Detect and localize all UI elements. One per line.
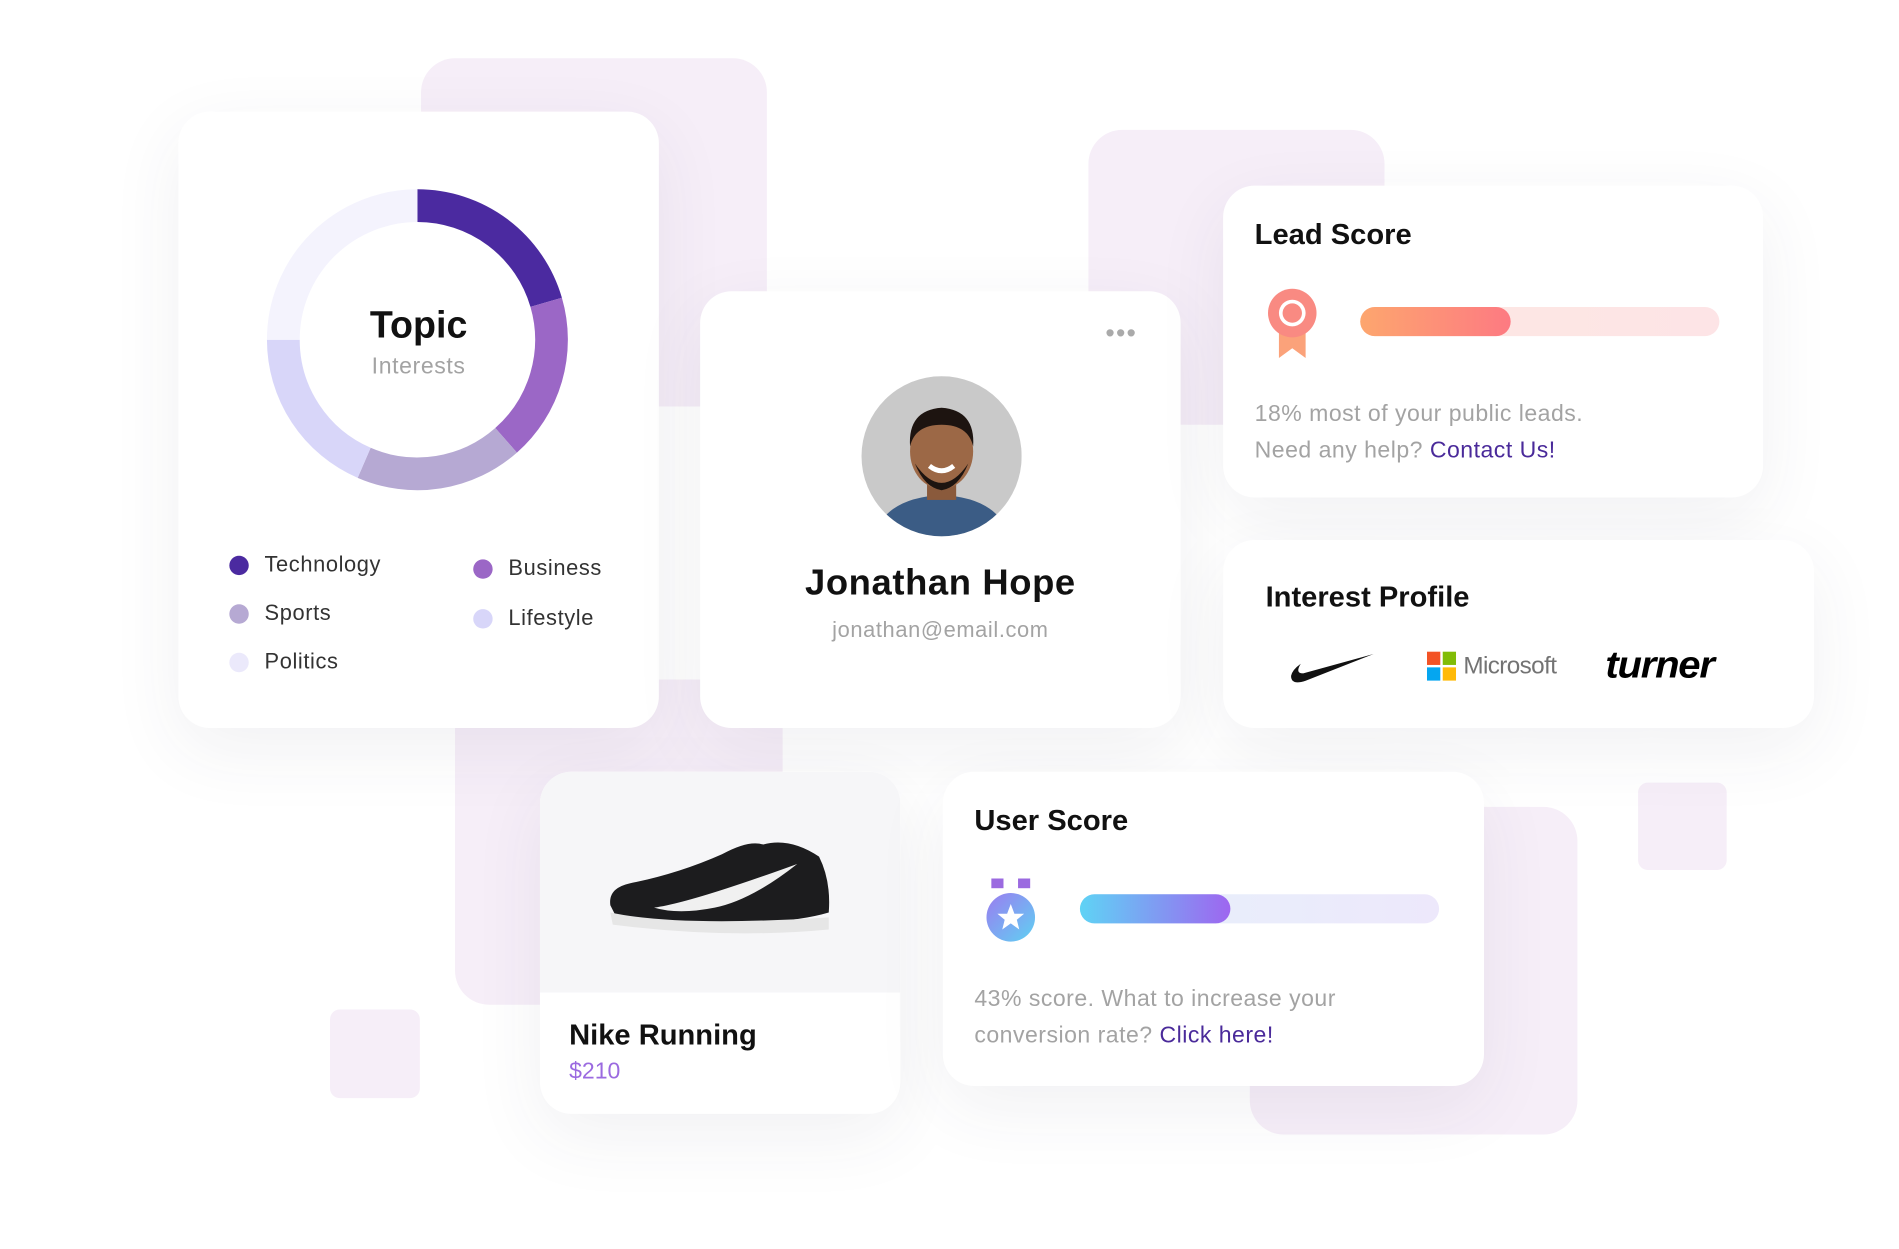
microsoft-windows-icon <box>1426 651 1457 681</box>
legend-label: Politics <box>264 649 339 674</box>
user-score-title: User Score <box>974 804 1129 838</box>
legend-item-business: Business <box>473 556 602 581</box>
lead-score-card: Lead Score 18% most of your public leads… <box>1223 185 1764 498</box>
lead-score-title: Lead Score <box>1254 218 1412 252</box>
interest-profile-card: Interest Profile Microsoft Turner <box>1223 539 1815 729</box>
legend-label: Technology <box>264 552 382 577</box>
nike-logo <box>1291 654 1374 683</box>
decor-square <box>1638 782 1727 871</box>
profile-name: Jonathan Hope <box>804 563 1076 604</box>
donut-subtitle: Interests <box>371 354 466 380</box>
lead-score-description: 18% most of your public leads. Need any … <box>1255 397 1584 470</box>
topic-interests-card: Topic Interests Technology Business Spor… <box>178 111 659 729</box>
turner-logo: Turner <box>1605 643 1715 686</box>
donut-slice-technology <box>416 189 562 308</box>
award-ribbon-icon <box>1268 288 1317 358</box>
product-price: $210 <box>569 1059 621 1085</box>
lead-score-progress-bar <box>1360 306 1720 337</box>
product-card[interactable]: Nike Running $210 <box>539 771 901 1114</box>
legend-label: Business <box>508 555 602 581</box>
more-horizontal-icon[interactable]: ••• <box>1105 317 1138 349</box>
user-score-progress-fill <box>1079 894 1231 924</box>
contact-us-link[interactable]: Contact Us! <box>1429 438 1556 464</box>
legend-dot <box>473 558 493 579</box>
legend-label: Lifestyle <box>508 605 595 630</box>
microsoft-logo: Microsoft <box>1426 651 1557 681</box>
legend-label: Sports <box>264 600 332 625</box>
legend-item-sports: Sports <box>229 601 331 626</box>
donut-title: Topic <box>369 303 468 346</box>
decor-square <box>330 1009 420 1099</box>
legend-dot <box>473 608 493 628</box>
click-here-link[interactable]: Click here! <box>1159 1022 1274 1049</box>
lead-score-text: 18% most of your public leads. <box>1254 401 1584 428</box>
donut-slice-business <box>494 297 568 453</box>
profile-email[interactable]: jonathan@email.com <box>832 617 1049 642</box>
donut-chart <box>266 189 568 491</box>
shoe-image <box>610 842 830 934</box>
profile-card: ••• Jonathan Hope jonathan@email.com <box>700 291 1181 729</box>
product-image <box>539 771 901 993</box>
legend-item-politics: Politics <box>229 649 338 674</box>
legend-dot <box>229 652 249 672</box>
lead-score-progress-fill <box>1360 306 1512 337</box>
donut-slice-politics <box>266 189 418 341</box>
legend-dot <box>229 603 249 624</box>
product-name: Nike Running <box>569 1019 757 1053</box>
medal-star-icon <box>986 878 1036 942</box>
help-text: Need any help? <box>1254 438 1430 464</box>
user-score-text: conversion rate? <box>974 1022 1160 1049</box>
user-score-text: 43% score. What to increase your <box>974 986 1336 1012</box>
user-score-card: User Score 43% score. What to increase y… <box>942 771 1484 1086</box>
donut-slice-lifestyle <box>266 339 372 478</box>
donut-slice-sports <box>357 427 517 491</box>
interest-profile-title: Interest Profile <box>1265 581 1470 614</box>
user-score-progress-bar <box>1079 894 1440 924</box>
legend-item-lifestyle: Lifestyle <box>473 605 594 630</box>
avatar <box>861 376 1022 537</box>
legend-item-technology: Technology <box>229 552 381 577</box>
user-score-description: 43% score. What to increase your convers… <box>974 982 1336 1055</box>
legend-dot <box>229 555 249 575</box>
